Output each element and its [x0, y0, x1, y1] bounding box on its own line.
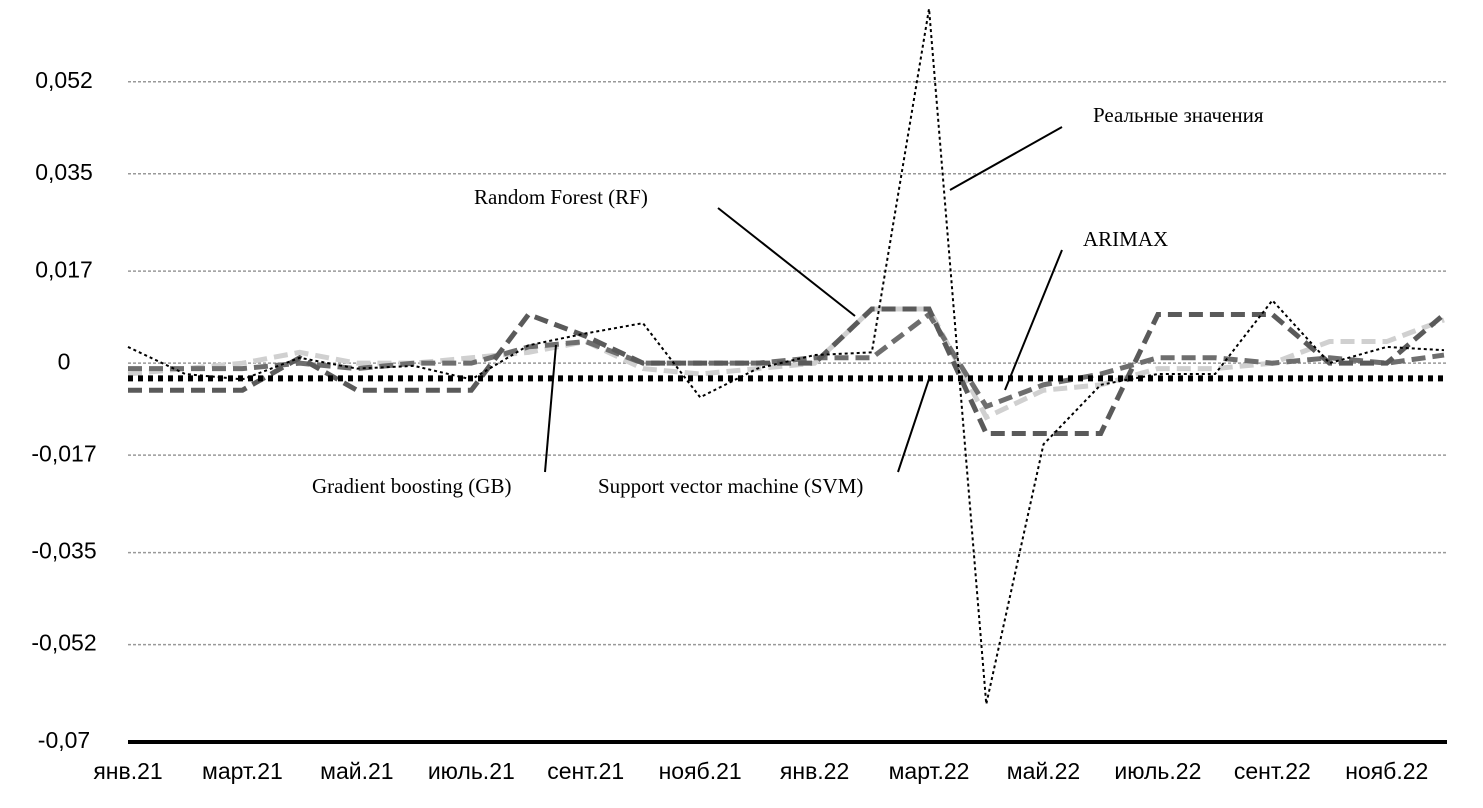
- series-label: Реальные значения: [1093, 103, 1264, 127]
- label-background: [1080, 100, 1310, 134]
- y-tick-label: -0,052: [31, 630, 96, 656]
- y-tick-label: 0: [58, 348, 71, 374]
- x-tick-label: май.22: [1007, 758, 1080, 784]
- series-label: Gradient boosting (GB): [312, 474, 511, 498]
- leader-line: [717, 207, 856, 317]
- label-background: [300, 472, 560, 506]
- label-background: [590, 472, 925, 506]
- label-background: [440, 182, 690, 216]
- y-tick-label: -0,017: [31, 440, 96, 466]
- y-tick-label: -0,035: [31, 538, 96, 564]
- x-tick-label: сент.21: [547, 758, 624, 784]
- leader-line: [897, 375, 931, 473]
- x-tick-label: март.21: [202, 758, 283, 784]
- y-tick-label: -0,07: [38, 727, 90, 753]
- y-tick-label: 0,035: [35, 159, 93, 185]
- x-tick-label: нояб.22: [1345, 758, 1428, 784]
- x-tick-label: июль.22: [1114, 758, 1201, 784]
- x-tick-label: июль.21: [428, 758, 515, 784]
- series-label: ARIMAX: [1083, 227, 1168, 251]
- x-tick-label: март.22: [889, 758, 970, 784]
- label-background: [1020, 224, 1190, 258]
- series-line: [128, 310, 1445, 410]
- series-line: [127, 8, 1445, 705]
- x-tick-label: сент.22: [1234, 758, 1311, 784]
- leader-line: [1004, 249, 1063, 391]
- series-line: [127, 306, 1445, 421]
- leader-line: [949, 126, 1063, 191]
- x-tick-label: май.21: [320, 758, 393, 784]
- series-label: Support vector machine (SVM): [598, 474, 863, 498]
- series-label: Random Forest (RF): [474, 185, 648, 209]
- y-tick-label: 0,052: [35, 67, 93, 93]
- series-line: [128, 306, 1446, 437]
- leader-line: [544, 344, 557, 473]
- x-tick-label: янв.21: [93, 758, 162, 784]
- x-tick-label: нояб.21: [659, 758, 742, 784]
- x-tick-label: янв.22: [780, 758, 849, 784]
- y-tick-label: 0,017: [35, 256, 93, 282]
